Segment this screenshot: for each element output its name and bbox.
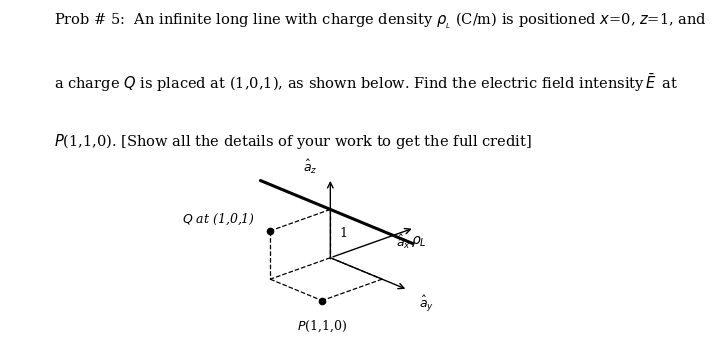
Text: $P$(1,1,0): $P$(1,1,0) xyxy=(297,319,347,334)
Text: $\hat{a}_x$: $\hat{a}_x$ xyxy=(396,233,411,251)
Text: $P$(1,1,0). [Show all the details of your work to get the full credit]: $P$(1,1,0). [Show all the details of you… xyxy=(54,132,532,151)
Text: 1: 1 xyxy=(340,227,348,240)
Text: $\rho_L$: $\rho_L$ xyxy=(411,234,427,250)
Text: a charge $Q$ is placed at (1,0,1), as shown below. Find the electric field inten: a charge $Q$ is placed at (1,0,1), as sh… xyxy=(54,72,678,94)
Text: Prob # 5:  An infinite long line with charge density $\rho_{_L}$ (C/m) is positi: Prob # 5: An infinite long line with cha… xyxy=(54,11,707,32)
Text: $\hat{a}_z$: $\hat{a}_z$ xyxy=(303,158,317,176)
Text: $Q$ at (1,0,1): $Q$ at (1,0,1) xyxy=(182,212,256,227)
Text: $\hat{a}_y$: $\hat{a}_y$ xyxy=(419,294,434,314)
